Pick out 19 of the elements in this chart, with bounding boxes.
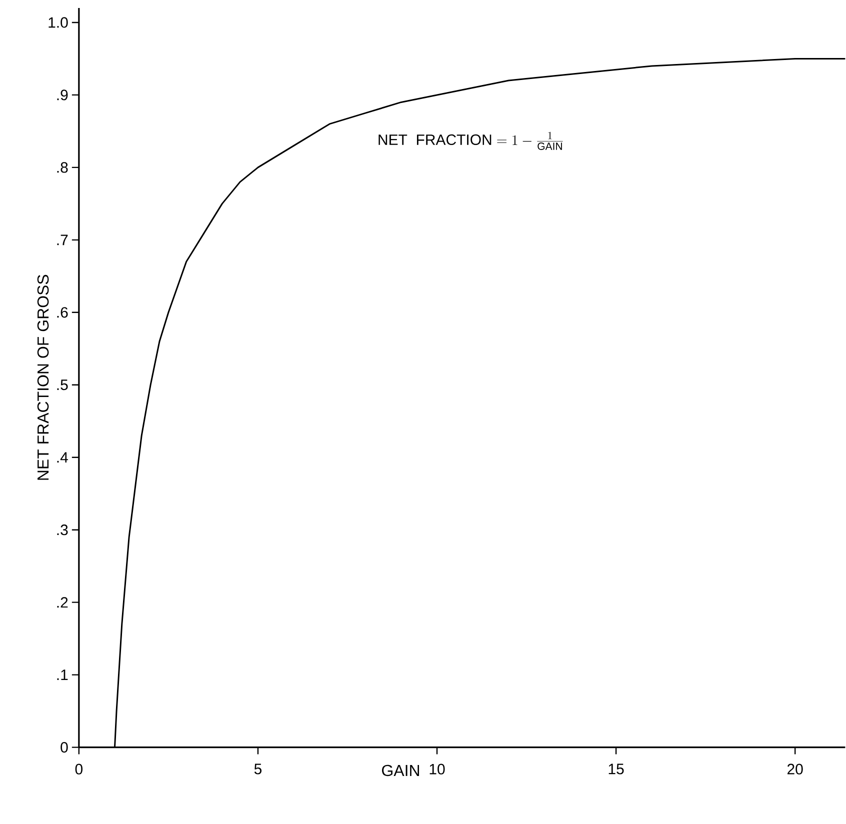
y-tick-label: .2 <box>57 596 68 608</box>
x-tick-label: 20 <box>787 764 803 774</box>
y-axis-title: NET FRACTION OF GROSS <box>37 274 49 480</box>
y-tick-label: .6 <box>57 306 68 318</box>
x-axis-title: GAIN <box>382 764 419 776</box>
x-tick-label: 0 <box>75 764 82 774</box>
y-tick-label: 0 <box>60 742 68 752</box>
x-tick-label: 10 <box>430 764 445 774</box>
y-tick-label: .3 <box>57 524 68 536</box>
y-tick-label: .7 <box>57 234 68 245</box>
y-tick-label: 1.0 <box>48 17 68 28</box>
x-tick-label: 5 <box>254 764 262 774</box>
y-tick-label: .5 <box>57 380 68 390</box>
x-tick-label: 15 <box>608 764 624 774</box>
annotation: $\mathrm{NET\ \ FRACTION} = 1-\frac{1}{\mathrm{GAIN}}$ <box>378 132 563 150</box>
y-tick-label: .1 <box>57 670 68 680</box>
y-tick-label: .8 <box>57 162 68 173</box>
y-tick-label: .4 <box>57 452 68 462</box>
y-tick-label: .9 <box>57 90 68 100</box>
